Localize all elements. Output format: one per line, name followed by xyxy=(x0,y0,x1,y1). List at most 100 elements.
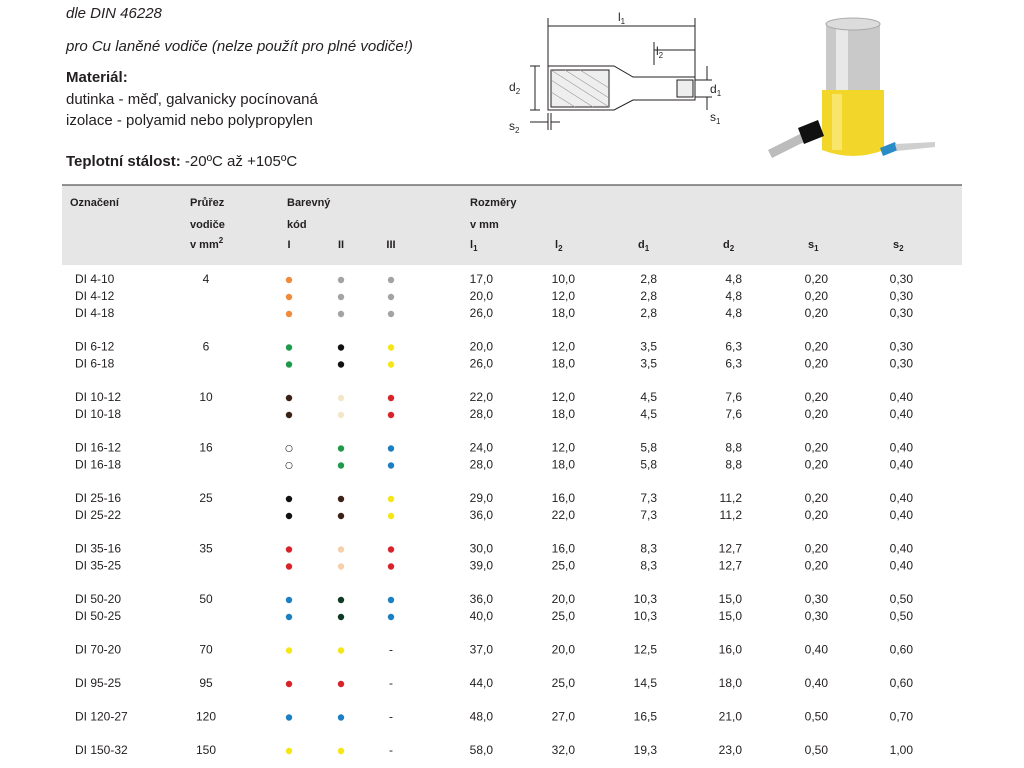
dimension: 25,0 xyxy=(552,609,576,623)
dimension: 0,20 xyxy=(805,491,829,505)
color-dot xyxy=(285,563,293,570)
symbol: d xyxy=(723,239,730,251)
cross-section: 35 xyxy=(199,542,213,556)
color-dot xyxy=(337,546,345,553)
index: 2 xyxy=(515,126,520,135)
color-dot xyxy=(285,647,293,654)
dimension: 20,0 xyxy=(552,643,576,657)
dimension: 11,2 xyxy=(720,508,743,522)
row-name: DI 6-18 xyxy=(75,357,115,371)
dimension: 48,0 xyxy=(470,710,494,724)
dimension: 7,3 xyxy=(640,508,657,522)
dimension: 0,20 xyxy=(805,508,829,522)
symbol: d xyxy=(509,80,516,94)
dimension: 10,3 xyxy=(634,609,658,623)
dimension: 12,7 xyxy=(719,559,743,573)
color-dot xyxy=(337,596,345,604)
color-dot xyxy=(337,647,345,654)
color-dot xyxy=(285,512,293,520)
dimension: 18,0 xyxy=(552,306,576,320)
dimension: 0,40 xyxy=(890,458,914,472)
index: 2 xyxy=(659,51,664,60)
index: 2 xyxy=(730,244,735,253)
color-dot xyxy=(285,293,293,301)
dimension: 39,0 xyxy=(470,559,494,573)
row-name: DI 70-20 xyxy=(75,643,121,657)
dimension: 12,7 xyxy=(719,542,743,556)
header: v mm xyxy=(470,219,499,231)
cross-section: 95 xyxy=(199,676,213,690)
dimension: 20,0 xyxy=(470,340,494,354)
dimension: 23,0 xyxy=(719,743,743,757)
symbol-label: l2 xyxy=(656,44,664,60)
dimension: 3,5 xyxy=(640,340,657,354)
dimension: 12,0 xyxy=(552,289,576,303)
dimension: 28,0 xyxy=(470,458,494,472)
symbol-label: l2 xyxy=(555,239,563,253)
dimension: 10,3 xyxy=(634,592,658,606)
dimension: 7,6 xyxy=(725,390,742,404)
dimension: 0,30 xyxy=(890,340,914,354)
header-text: v mm xyxy=(190,239,219,251)
color-dot xyxy=(387,276,395,284)
symbol: d xyxy=(638,239,645,251)
header: II xyxy=(338,239,344,251)
dimension: 3,5 xyxy=(640,357,657,371)
dimension: 0,20 xyxy=(805,441,829,455)
color-dot xyxy=(285,747,293,755)
color-dot xyxy=(387,546,395,553)
row-name: DI 35-25 xyxy=(75,559,121,573)
color-dot xyxy=(387,563,395,570)
color-dot xyxy=(285,444,293,453)
dimension: 26,0 xyxy=(470,306,494,320)
symbol-label: s2 xyxy=(509,119,520,135)
dimension: 14,5 xyxy=(634,676,658,690)
standard: dle DIN 46228 xyxy=(66,5,163,22)
dimension: 15,0 xyxy=(719,609,743,623)
dimension: 6,3 xyxy=(725,357,742,371)
color-dot xyxy=(387,462,395,469)
symbol-label: l1 xyxy=(470,239,478,253)
color-dot xyxy=(337,293,345,301)
color-dot xyxy=(387,613,395,621)
dimension: 4,8 xyxy=(725,272,742,286)
row-name: DI 10-18 xyxy=(75,407,121,421)
row-name: DI 95-25 xyxy=(75,676,121,690)
symbol: l xyxy=(618,10,621,24)
dimension: 0,40 xyxy=(890,407,914,421)
dimension: 22,0 xyxy=(552,508,576,522)
product-photo xyxy=(768,17,935,158)
index: 1 xyxy=(621,17,626,26)
symbol: s xyxy=(808,239,814,251)
dimension: 0,50 xyxy=(890,609,914,623)
dimension: 11,2 xyxy=(720,491,743,505)
color-dot xyxy=(337,445,345,452)
note: pro Cu laněné vodiče (nelze použít pro p… xyxy=(65,38,413,55)
dimension: 2,8 xyxy=(640,289,657,303)
dimension: 7,6 xyxy=(725,407,742,421)
dimension: 7,3 xyxy=(640,491,657,505)
color-dot xyxy=(387,344,395,351)
dimension: 12,0 xyxy=(552,441,576,455)
dimension: 0,30 xyxy=(805,609,829,623)
symbol-label: s1 xyxy=(808,239,819,253)
header: Rozměry xyxy=(470,197,517,209)
row-name: DI 120-27 xyxy=(75,710,128,724)
dimension: 16,0 xyxy=(552,542,576,556)
index: 2 xyxy=(899,244,904,253)
color-dot xyxy=(387,596,395,604)
color-dot xyxy=(285,361,293,368)
dimension: 0,30 xyxy=(890,306,914,320)
dimension: 12,0 xyxy=(552,390,576,404)
no-color: - xyxy=(389,743,393,757)
dimension: 0,40 xyxy=(805,643,829,657)
dimension: 0,20 xyxy=(805,390,829,404)
dimension: 0,30 xyxy=(890,272,914,286)
dimension: 8,8 xyxy=(725,441,742,455)
symbol: l xyxy=(555,239,558,251)
cross-section: 6 xyxy=(203,340,210,354)
dimension: 0,20 xyxy=(805,272,829,286)
dimension: 1,00 xyxy=(890,743,914,757)
